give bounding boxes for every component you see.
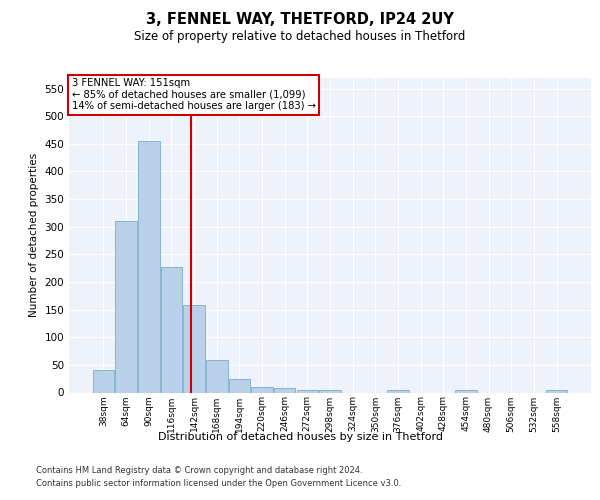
Text: 3, FENNEL WAY, THETFORD, IP24 2UY: 3, FENNEL WAY, THETFORD, IP24 2UY — [146, 12, 454, 28]
Bar — [455, 390, 476, 392]
Bar — [115, 221, 137, 392]
Bar — [93, 370, 114, 392]
Text: Distribution of detached houses by size in Thetford: Distribution of detached houses by size … — [157, 432, 443, 442]
Bar — [206, 360, 227, 392]
Bar — [138, 141, 160, 393]
Bar — [387, 390, 409, 392]
Text: Size of property relative to detached houses in Thetford: Size of property relative to detached ho… — [134, 30, 466, 43]
Bar — [251, 387, 273, 392]
Bar — [229, 378, 250, 392]
Bar — [296, 390, 318, 392]
Bar — [274, 388, 295, 392]
Text: Contains public sector information licensed under the Open Government Licence v3: Contains public sector information licen… — [36, 479, 401, 488]
Bar — [184, 305, 205, 392]
Bar — [546, 390, 567, 392]
Text: Contains HM Land Registry data © Crown copyright and database right 2024.: Contains HM Land Registry data © Crown c… — [36, 466, 362, 475]
Y-axis label: Number of detached properties: Number of detached properties — [29, 153, 39, 317]
Text: 3 FENNEL WAY: 151sqm
← 85% of detached houses are smaller (1,099)
14% of semi-de: 3 FENNEL WAY: 151sqm ← 85% of detached h… — [71, 78, 316, 112]
Bar — [161, 266, 182, 392]
Bar — [319, 390, 341, 392]
